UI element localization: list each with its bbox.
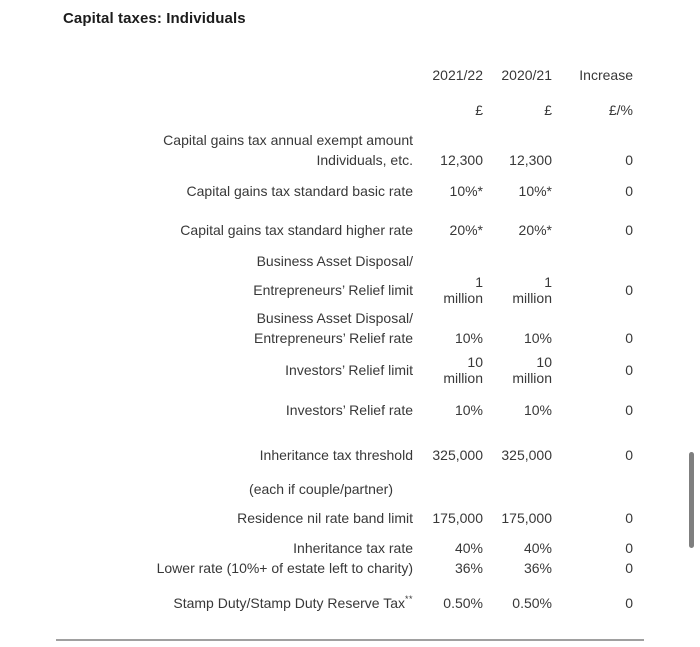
table-row: Entrepreneurs’ Relief limit 1 million 1 … — [0, 274, 633, 306]
table-units-row: £ £ £/% — [0, 100, 633, 120]
table-row: Entrepreneurs’ Relief rate 10% 10% 0 — [0, 328, 633, 348]
row-label: Residence nil rate band limit — [237, 510, 413, 526]
row-label: Stamp Duty/Stamp Duty Reserve Tax** — [0, 589, 413, 613]
value-2020-21: 175,000 — [501, 510, 552, 526]
value-increase: 0 — [625, 330, 633, 346]
value-line2: million — [512, 290, 552, 306]
value-increase: 0 — [625, 222, 633, 238]
row-label: Investors’ Relief rate — [285, 402, 413, 418]
table-row: Investors’ Relief limit 10 million 10 mi… — [0, 354, 633, 386]
value-line1: 10 — [536, 354, 552, 370]
value-2021-22: 40% — [454, 540, 483, 556]
row-label-line1: Business Asset Disposal/ — [256, 253, 413, 269]
value-increase: 0 — [625, 152, 633, 168]
row-label: Capital gains tax standard higher rate — [180, 222, 413, 238]
unit-pound-pct: £/% — [608, 102, 633, 118]
value-2020-21: 36% — [523, 560, 552, 576]
value-line1: 1 — [544, 274, 552, 290]
footnote-marker: ** — [404, 594, 413, 604]
unit-pound-2: £ — [544, 102, 552, 118]
value-increase: 0 — [625, 595, 633, 611]
table-row: Investors’ Relief rate 10% 10% 0 — [0, 400, 633, 420]
value-line2: million — [443, 370, 483, 386]
value-2020-21: 20%* — [518, 222, 552, 238]
table-row-prelabel: Business Asset Disposal/ — [0, 251, 633, 271]
value-2021-22: 20%* — [449, 222, 483, 238]
value-2020-21: 10 million — [483, 354, 552, 386]
value-increase: 0 — [625, 540, 633, 556]
value-2021-22: 1 million — [413, 274, 483, 306]
bottom-divider — [56, 639, 644, 641]
tax-table: 2021/22 2020/21 Increase £ £ £/% Capital… — [0, 65, 633, 613]
row-label: Capital gains tax standard basic rate — [186, 183, 413, 199]
value-increase: 0 — [625, 447, 633, 463]
value-2020-21: 0.50% — [512, 595, 552, 611]
value-increase: 0 — [625, 282, 633, 298]
table-row-note: (each if couple/partner) — [0, 479, 633, 499]
value-2021-22: 10 million — [413, 354, 483, 386]
value-2021-22: 12,300 — [440, 152, 483, 168]
row-label: Entrepreneurs’ Relief rate — [253, 330, 413, 346]
table-row-prelabel: Business Asset Disposal/ — [0, 308, 633, 328]
scrollbar-thumb[interactable] — [689, 452, 694, 548]
value-increase: 0 — [625, 510, 633, 526]
table-row: Capital gains tax annual exempt amount I… — [0, 130, 633, 170]
value-2021-22: 175,000 — [432, 510, 483, 526]
page-title: Capital taxes: Individuals — [63, 10, 246, 27]
row-label: Capital gains tax annual exempt amount I… — [0, 130, 413, 170]
table-row: Capital gains tax standard basic rate 10… — [0, 181, 633, 201]
row-label-text: Stamp Duty/Stamp Duty Reserve Tax — [173, 595, 405, 611]
value-line2: million — [512, 370, 552, 386]
row-label-line2: Individuals, etc. — [316, 152, 414, 168]
row-note: (each if couple/partner) — [249, 481, 393, 497]
row-label: Investors’ Relief limit — [285, 362, 413, 378]
table-row: Inheritance tax rate 40% 40% 0 — [0, 538, 633, 558]
value-2021-22: 325,000 — [432, 447, 483, 463]
value-2021-22: 10% — [454, 402, 483, 418]
table-header-row: 2021/22 2020/21 Increase — [0, 65, 633, 85]
table-row: Lower rate (10%+ of estate left to chari… — [0, 558, 633, 578]
value-2020-21: 1 million — [483, 274, 552, 306]
value-2020-21: 10% — [523, 402, 552, 418]
column-header-2021-22: 2021/22 — [432, 67, 483, 83]
value-2021-22: 36% — [454, 560, 483, 576]
value-2021-22: 10%* — [449, 183, 483, 199]
column-header-2020-21: 2020/21 — [501, 67, 552, 83]
value-increase: 0 — [625, 362, 633, 378]
table-row: Residence nil rate band limit 175,000 17… — [0, 508, 633, 528]
column-header-increase: Increase — [579, 67, 633, 83]
value-line1: 1 — [475, 274, 483, 290]
row-label: Lower rate (10%+ of estate left to chari… — [156, 560, 413, 576]
row-label-line1: Business Asset Disposal/ — [256, 310, 413, 326]
unit-pound-1: £ — [475, 102, 483, 118]
row-label: Entrepreneurs’ Relief limit — [253, 282, 413, 298]
value-increase: 0 — [625, 183, 633, 199]
value-increase: 0 — [625, 560, 633, 576]
value-2020-21: 325,000 — [501, 447, 552, 463]
row-label: Inheritance tax rate — [293, 540, 413, 556]
table-row: Stamp Duty/Stamp Duty Reserve Tax** 0.50… — [0, 589, 633, 613]
table-row: Capital gains tax standard higher rate 2… — [0, 220, 633, 240]
value-line2: million — [443, 290, 483, 306]
value-2020-21: 40% — [523, 540, 552, 556]
row-label-line1: Capital gains tax annual exempt amount — [163, 132, 413, 148]
value-2020-21: 10%* — [518, 183, 552, 199]
value-2021-22: 0.50% — [443, 595, 483, 611]
value-2020-21: 10% — [523, 330, 552, 346]
value-2021-22: 10% — [454, 330, 483, 346]
value-line1: 10 — [467, 354, 483, 370]
table-row: Inheritance tax threshold 325,000 325,00… — [0, 445, 633, 465]
row-label: Inheritance tax threshold — [259, 447, 413, 463]
value-increase: 0 — [625, 402, 633, 418]
value-2020-21: 12,300 — [509, 152, 552, 168]
